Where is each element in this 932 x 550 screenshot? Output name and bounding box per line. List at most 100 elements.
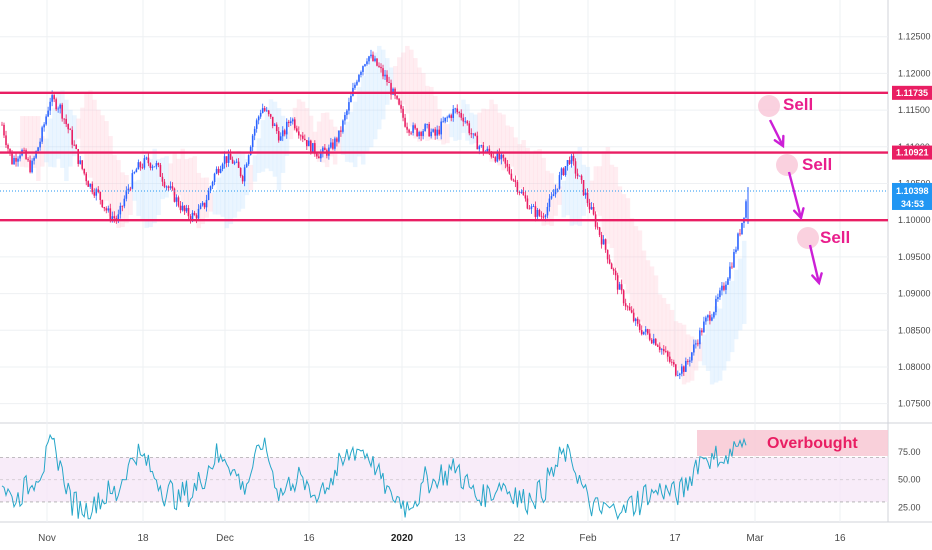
candle-body [446, 117, 448, 119]
candle-body [468, 123, 471, 134]
candle-body [386, 74, 388, 82]
cloud-segment [669, 309, 675, 361]
candle-body [83, 168, 86, 174]
candle-body [650, 339, 653, 344]
cloud-segment [28, 116, 33, 159]
cloud-segment [280, 115, 286, 173]
price-tick-label: 1.08000 [898, 362, 931, 372]
candle-body [528, 208, 531, 210]
candle-body [733, 252, 735, 268]
candle-body [492, 156, 495, 158]
candle-body [227, 153, 230, 163]
cloud-segment [376, 45, 382, 130]
candle-body [566, 160, 569, 167]
cloud-segment [593, 166, 599, 212]
cloud-segment [116, 160, 121, 228]
cloud-segment [505, 125, 510, 169]
cloud-segment [401, 52, 406, 105]
candle-body [586, 192, 589, 203]
rsi-tick-label: 25.00 [898, 503, 921, 513]
candle-body [380, 66, 382, 69]
cloud-segment [445, 124, 450, 144]
candle-body [400, 104, 402, 109]
candle-body [666, 351, 669, 357]
candle-body [378, 65, 380, 67]
candle-body [683, 366, 685, 372]
cloud-segment [368, 57, 374, 148]
candle-body [368, 56, 370, 62]
candle-body [416, 128, 418, 137]
candle-body [189, 216, 192, 220]
cloud-segment [84, 92, 89, 173]
cloud-segment [553, 184, 558, 216]
cloud-segment [76, 118, 81, 139]
candle-body [283, 130, 286, 135]
candle-body [576, 173, 579, 177]
candle-body [648, 333, 651, 340]
cloud-segment [701, 334, 707, 366]
candle-body [634, 318, 637, 322]
candle-body [715, 298, 717, 313]
candle-body [450, 115, 453, 118]
candle-body [277, 131, 280, 141]
candle-body [324, 147, 326, 151]
candle-body [670, 361, 673, 363]
candle-body [109, 208, 112, 220]
cloud-segment [224, 164, 230, 229]
cloud-segment [477, 112, 482, 144]
cloud-segment [60, 90, 65, 168]
cloud-segment [517, 144, 522, 189]
cloud-segment [545, 170, 550, 225]
candle-body [741, 222, 743, 235]
candle-body [27, 159, 29, 161]
sell-marker [758, 95, 780, 117]
candle-body [470, 133, 473, 135]
candle-body [388, 81, 390, 83]
candle-body [737, 233, 739, 250]
candle-body [113, 216, 116, 219]
candle-body [699, 330, 701, 345]
candle-body [207, 190, 210, 200]
cloud-segment [705, 321, 711, 371]
candle-body [598, 227, 601, 235]
cloud-segment [20, 116, 25, 167]
candle-body [410, 132, 412, 134]
candle-body [265, 110, 268, 112]
candle-body [354, 84, 356, 88]
candle-body [524, 195, 527, 199]
candle-body [179, 205, 182, 211]
candle-body [506, 163, 509, 167]
candle-body [289, 121, 292, 124]
candle-body [291, 119, 294, 122]
cloud-segment [92, 99, 97, 190]
cloud-segment [437, 108, 442, 141]
candle-body [638, 323, 641, 330]
candle-body [193, 212, 196, 216]
candle-body [251, 135, 254, 148]
cloud-segment [256, 138, 262, 173]
overbought-label: Overbought [767, 435, 858, 452]
candle-body [65, 118, 67, 125]
candle-body [43, 124, 45, 128]
candle-body [97, 189, 100, 192]
cloud-segment [260, 120, 266, 172]
cloud-segment [340, 129, 346, 155]
candle-body [237, 161, 240, 168]
candle-body [267, 110, 270, 115]
candle-body [727, 278, 729, 285]
cloud-segment [196, 172, 202, 229]
countdown-label: 34:53 [901, 199, 924, 209]
candle-body [606, 249, 609, 260]
cloud-segment [533, 150, 538, 218]
candle-body [85, 173, 88, 182]
cloud-segment [525, 147, 530, 202]
cloud-segment [577, 147, 583, 226]
cloud-segment [441, 120, 446, 145]
time-tick-label: 13 [454, 533, 466, 544]
candle-body [342, 120, 344, 132]
candle-body [685, 360, 687, 372]
candle-body [658, 346, 661, 350]
candle-body [37, 147, 39, 152]
candle-body [675, 364, 677, 376]
candle-body [590, 206, 593, 210]
